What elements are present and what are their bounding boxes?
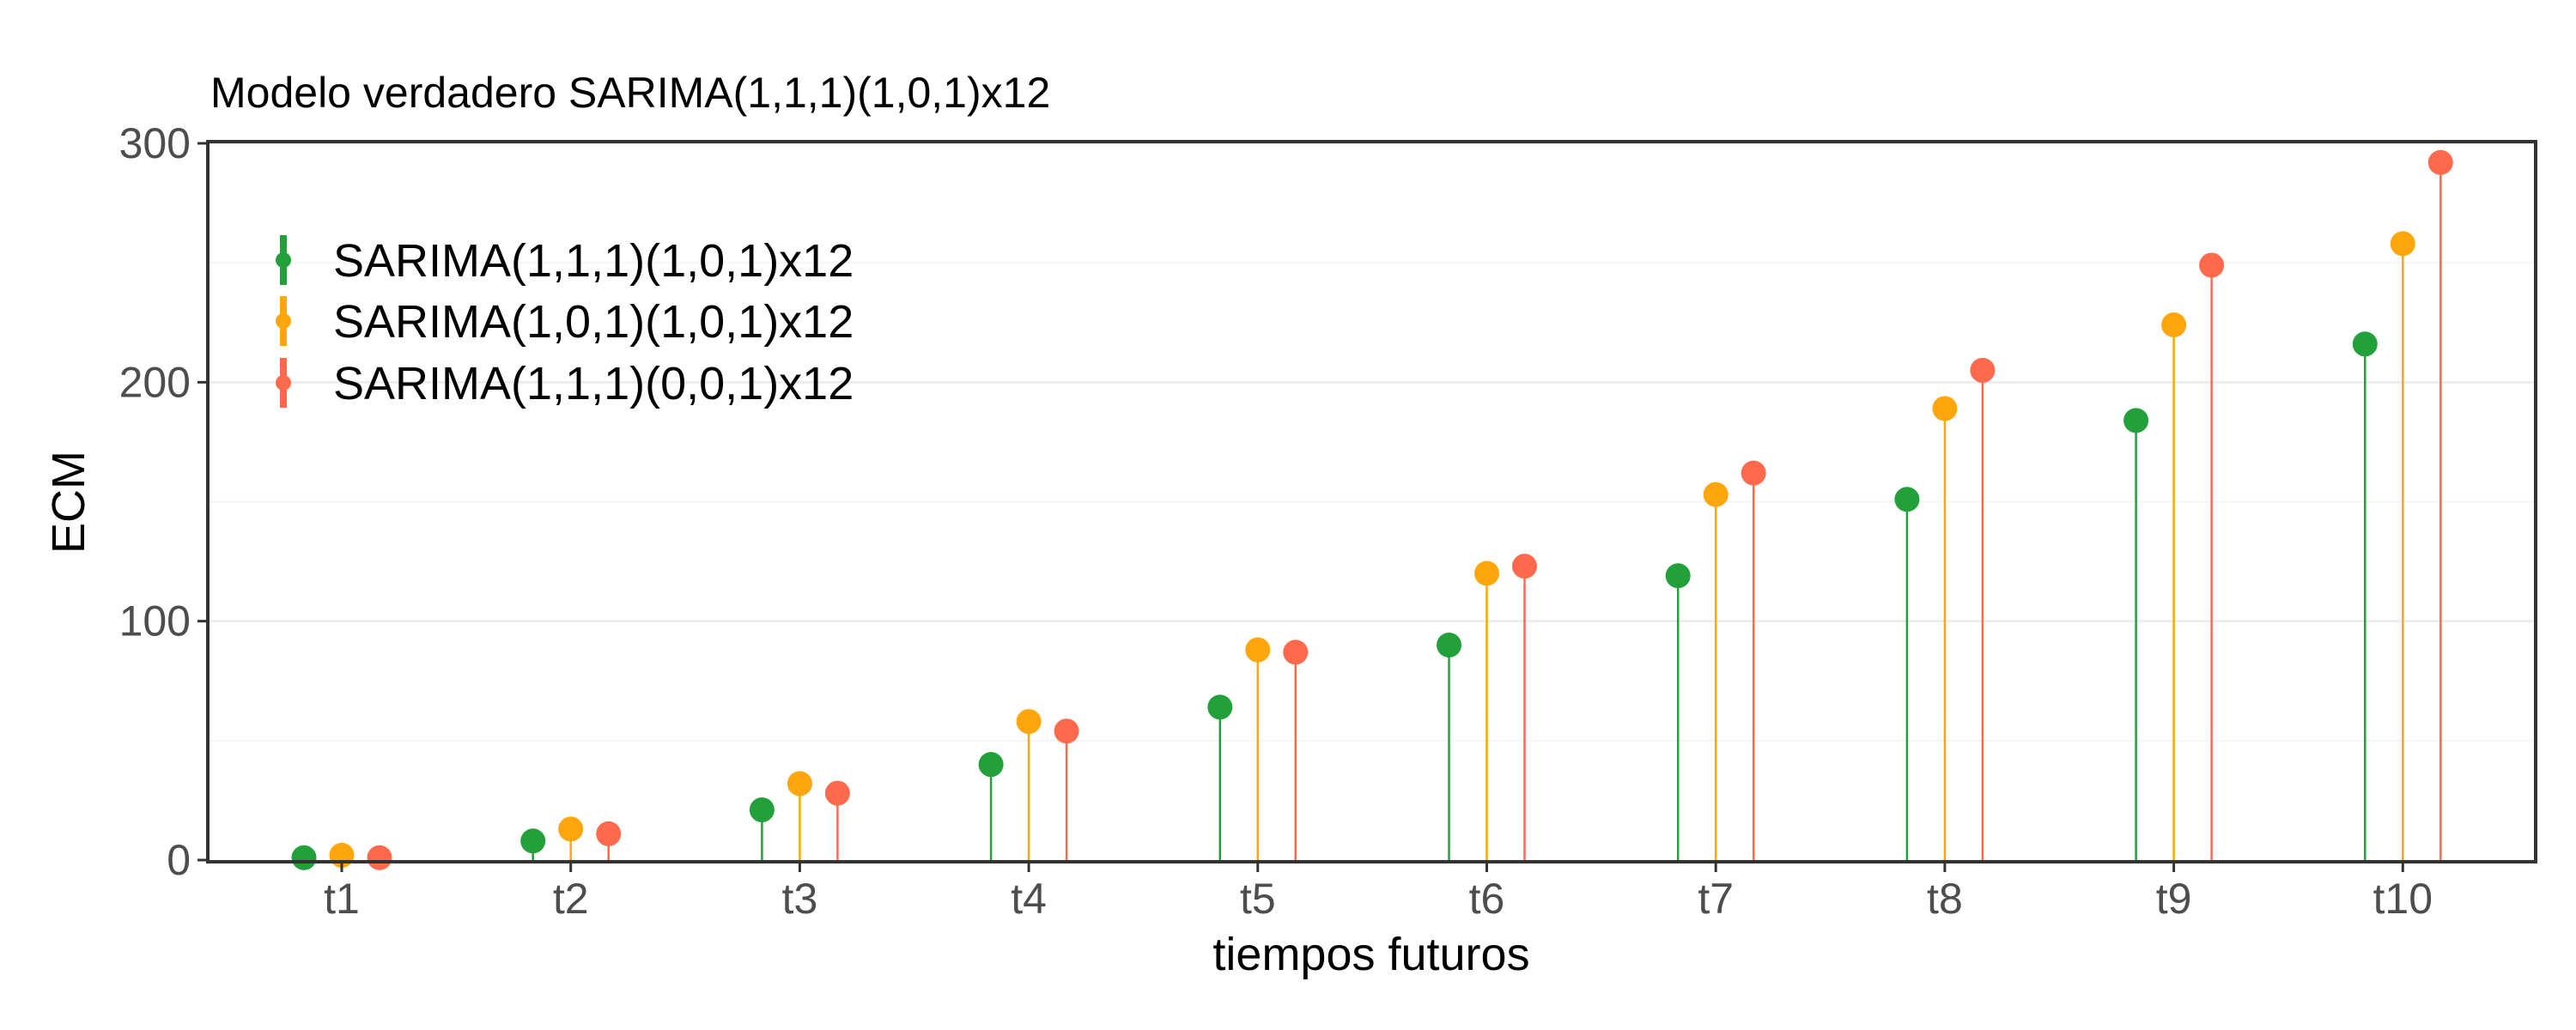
x-tick-label: t4	[1011, 875, 1047, 923]
data-point	[824, 780, 850, 806]
data-point	[2199, 252, 2225, 278]
legend-label: SARIMA(1,0,1)(1,0,1)x12	[333, 296, 854, 348]
x-tick-label: t5	[1240, 875, 1276, 923]
y-tick-label: 100	[119, 597, 191, 645]
y-tick-label: 200	[119, 358, 191, 406]
x-axis-title: tiempos futuros	[1212, 929, 1529, 980]
x-tick-label: t9	[2156, 875, 2192, 923]
data-point	[749, 797, 775, 823]
data-point	[1207, 694, 1233, 720]
chart-title: Modelo verdadero SARIMA(1,1,1)(1,0,1)x12	[210, 69, 1050, 117]
plot-panel-border	[206, 140, 2537, 863]
data-point	[367, 845, 392, 870]
data-point	[1932, 396, 1958, 421]
legend-item: SARIMA(1,1,1)(0,0,1)x12	[276, 358, 854, 409]
data-point	[1437, 633, 1461, 657]
x-tick-label: t6	[1469, 875, 1505, 923]
data-point	[1665, 563, 1691, 589]
legend-item: SARIMA(1,1,1)(1,0,1)x12	[276, 235, 854, 287]
legend: SARIMA(1,1,1)(1,0,1)x12 SARIMA(1,0,1)(1,0…	[276, 235, 854, 409]
x-tick-label: t7	[1698, 875, 1734, 923]
x-tick-label: t2	[553, 875, 589, 923]
data-point	[1512, 554, 1537, 579]
data-point	[1283, 639, 1309, 665]
data-point	[2123, 408, 2149, 433]
data-point	[1054, 718, 1079, 744]
legend-key-dot	[276, 313, 291, 329]
data-point	[978, 752, 1004, 778]
data-point	[558, 816, 584, 842]
data-point	[1970, 357, 1996, 383]
x-axis-ticks: t1 t2 t3 t4 t5 t6 t7 t8 t9 t10	[324, 862, 2433, 923]
data-point	[2390, 231, 2415, 257]
data-point	[1474, 560, 1499, 586]
lollipop-points	[291, 149, 2453, 870]
lollipop-stems	[302, 162, 2442, 860]
data-point	[596, 821, 622, 846]
y-axis-ticks: 0 100 200 300	[119, 119, 208, 884]
data-point	[2352, 331, 2378, 357]
data-point	[291, 845, 317, 870]
x-tick-label: t1	[324, 875, 360, 923]
data-point	[2161, 312, 2187, 338]
legend-label: SARIMA(1,1,1)(1,0,1)x12	[333, 235, 854, 287]
y-axis-title: ECM	[43, 451, 94, 554]
x-tick-label: t10	[2373, 875, 2433, 923]
legend-label: SARIMA(1,1,1)(0,0,1)x12	[333, 358, 854, 409]
legend-key-dot	[276, 375, 291, 391]
data-point	[2427, 149, 2453, 175]
legend-item: SARIMA(1,0,1)(1,0,1)x12	[276, 296, 854, 348]
y-tick-label: 0	[167, 836, 191, 884]
legend-key-dot	[276, 252, 291, 268]
data-point	[787, 771, 812, 797]
data-point	[520, 828, 546, 854]
data-point	[1016, 709, 1042, 735]
data-point	[1894, 487, 1920, 512]
data-point	[1741, 460, 1766, 486]
y-tick-label: 300	[119, 119, 191, 167]
grid-lines	[208, 142, 2536, 742]
x-tick-label: t3	[782, 875, 818, 923]
data-point	[1703, 482, 1728, 507]
data-point	[1245, 637, 1271, 663]
x-tick-label: t8	[1927, 875, 1963, 923]
